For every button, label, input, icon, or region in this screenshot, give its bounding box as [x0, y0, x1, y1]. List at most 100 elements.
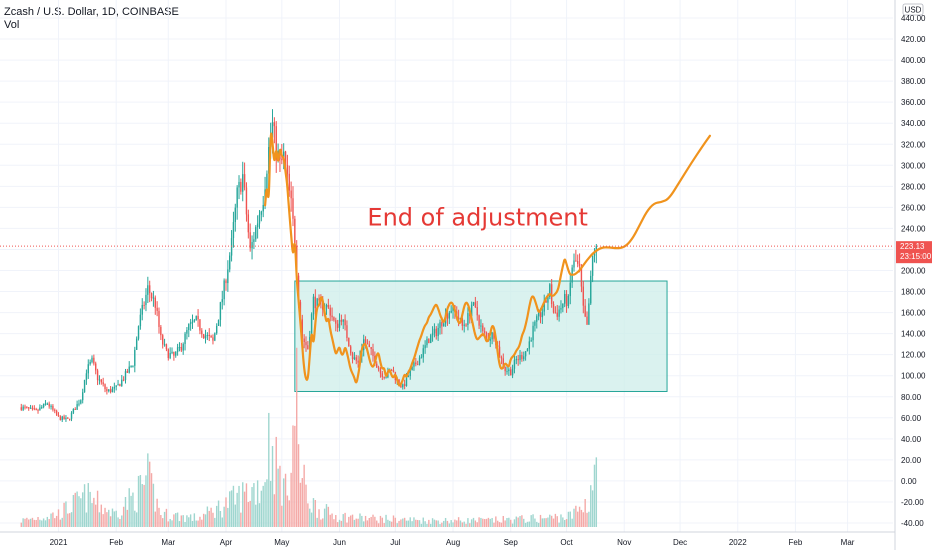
- candle-body: [584, 305, 586, 317]
- volume-bar: [290, 472, 292, 527]
- candle-body: [271, 122, 274, 138]
- volume-bar: [342, 514, 344, 527]
- volume-legend-label[interactable]: Vol: [4, 19, 20, 31]
- volume-bar: [372, 514, 374, 527]
- candle-body: [588, 303, 590, 325]
- volume-bar: [344, 512, 346, 527]
- volume-bar: [446, 520, 449, 527]
- volume-bar: [452, 522, 454, 527]
- candle-body: [210, 335, 212, 338]
- candle-body: [63, 416, 65, 420]
- volume-bar: [269, 480, 272, 527]
- candle-body: [189, 322, 192, 325]
- volume-bar: [44, 520, 47, 527]
- volume-bar: [528, 521, 531, 527]
- volume-bar: [394, 517, 397, 527]
- candle-body: [508, 369, 510, 372]
- volume-bar: [236, 492, 238, 527]
- candle-body: [42, 403, 45, 407]
- candle-body: [500, 357, 503, 359]
- candle-body: [128, 366, 130, 373]
- volume-bar: [487, 517, 490, 527]
- time-axis[interactable]: 2021 Feb Mar Apr May Jun Jul Aug Sep Oct Nov Dec 202…: [0, 531, 895, 547]
- volume-bar: [588, 511, 590, 527]
- current-price-value: 223.13: [900, 242, 925, 251]
- volume-bar: [309, 508, 311, 527]
- volume-bar: [560, 514, 562, 527]
- price-tick-label: 40.00: [901, 435, 922, 444]
- candle-body: [242, 174, 244, 192]
- candle-body: [426, 338, 428, 346]
- price-tick-label: 260.00: [901, 203, 926, 212]
- volume-bar: [469, 523, 471, 527]
- candle-body: [575, 260, 577, 262]
- volume-bar: [351, 514, 354, 527]
- volume-bar: [383, 523, 385, 527]
- volume-bar: [139, 475, 142, 527]
- volume-bar: [121, 515, 123, 527]
- candle-body: [184, 333, 186, 344]
- candle-body: [193, 320, 196, 322]
- volume-bar: [122, 506, 125, 527]
- candle-body: [517, 359, 519, 361]
- volume-bar: [519, 516, 521, 527]
- volume-bar: [160, 515, 162, 527]
- candle-body: [316, 298, 318, 309]
- price-tick-label: 60.00: [901, 414, 922, 423]
- candle-body: [430, 335, 432, 344]
- volume-bar: [368, 517, 370, 527]
- candle-body: [91, 357, 93, 362]
- candle-body: [284, 151, 287, 166]
- candle-body: [89, 361, 91, 365]
- candle-body: [377, 367, 380, 370]
- candle-body: [364, 339, 367, 344]
- chart-legend-title[interactable]: Zcash / U.S. Dollar, 1D, COINBASE: [4, 6, 179, 18]
- candle-body: [314, 296, 317, 309]
- volume-bar: [526, 521, 529, 527]
- volume-bar: [147, 453, 149, 527]
- volume-bar: [230, 490, 233, 527]
- time-tick-label: Aug: [446, 538, 460, 547]
- price-axis[interactable]: USD -40.00 -20.00 0.00 20.00 40.00 60.00 80.00 1…: [894, 0, 932, 550]
- candle-body: [141, 304, 143, 315]
- candle-body: [567, 296, 570, 307]
- volume-bar: [108, 509, 110, 527]
- volume-bar: [327, 506, 330, 527]
- current-price-badge-bg: [896, 241, 932, 264]
- candle-body: [214, 333, 216, 341]
- candle-body: [519, 355, 521, 361]
- candle-body: [474, 302, 477, 308]
- candle-body: [286, 165, 289, 174]
- candle-body: [385, 377, 387, 379]
- candle-body: [569, 282, 571, 297]
- volume-bar: [70, 512, 73, 527]
- price-tick-label: 380.00: [901, 77, 926, 86]
- candle-body: [563, 293, 566, 304]
- candle-body: [446, 313, 449, 319]
- candle-body: [156, 307, 158, 311]
- volume-bar: [537, 522, 540, 527]
- candle-body: [409, 370, 411, 377]
- candle-body: [81, 392, 84, 401]
- candle-body: [234, 207, 236, 223]
- candle-body: [217, 319, 220, 326]
- volume-bar: [478, 517, 480, 527]
- volume-bar: [325, 504, 328, 527]
- candle-body: [44, 403, 47, 405]
- candlestick-series: [20, 109, 598, 423]
- volume-bar: [199, 516, 201, 527]
- volume-bar: [467, 518, 469, 527]
- candle-body: [188, 324, 190, 331]
- volume-bar: [411, 521, 413, 527]
- candle-body: [565, 293, 568, 307]
- candle-body: [448, 312, 451, 319]
- candle-body: [530, 340, 532, 342]
- volume-bar: [134, 510, 136, 527]
- candle-body: [95, 363, 97, 371]
- volume-bar: [29, 518, 32, 527]
- volume-bar: [167, 521, 169, 527]
- volume-bar: [318, 509, 320, 527]
- volume-bar: [55, 515, 58, 527]
- volume-bar: [221, 517, 223, 527]
